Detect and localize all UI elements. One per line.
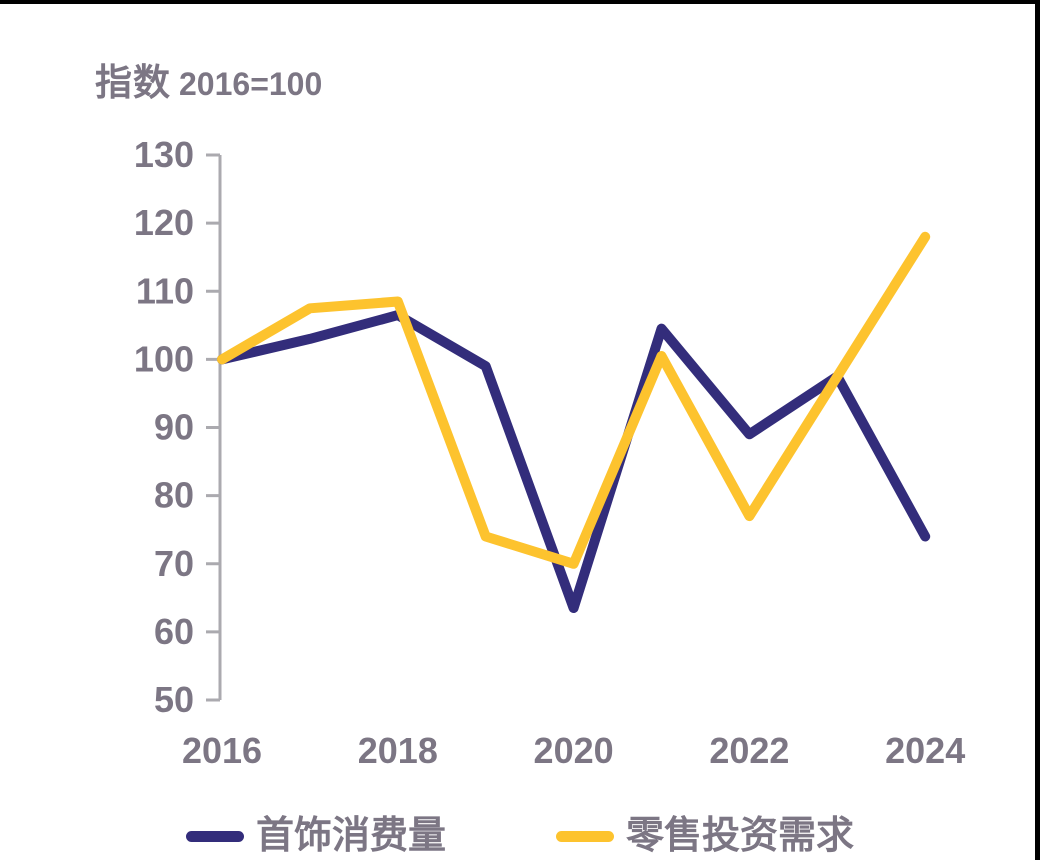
y-tick-label: 90 xyxy=(154,407,194,448)
legend-label-jewellery-consumption: 首饰消费量 xyxy=(255,815,446,857)
x-tick-label: 2018 xyxy=(358,730,438,771)
frame-right-border xyxy=(1035,0,1040,860)
y-tick-label: 50 xyxy=(154,679,194,720)
series-line-0 xyxy=(217,310,931,613)
chart-legend: 首饰消费量 零售投资需求 xyxy=(0,810,1040,862)
x-tick-label: 2022 xyxy=(709,730,789,771)
legend-swatch-retail-investment xyxy=(556,830,614,842)
legend-item-retail-investment: 零售投资需求 xyxy=(556,817,854,855)
y-tick-label: 80 xyxy=(154,475,194,516)
x-tick-label: 2016 xyxy=(182,730,262,771)
y-tick-label: 70 xyxy=(154,543,194,584)
y-tick-label: 110 xyxy=(136,270,194,311)
legend-item-jewellery-consumption: 首饰消费量 xyxy=(185,815,446,857)
x-tick-label: 2024 xyxy=(885,730,965,771)
series-line-1 xyxy=(217,231,931,569)
x-tick-label: 2020 xyxy=(534,730,614,771)
chart-title: 指数 2016=100 xyxy=(95,52,322,106)
y-tick-label: 130 xyxy=(134,134,194,175)
y-tick-label: 120 xyxy=(134,202,194,243)
chart-title-text: 指数 xyxy=(95,62,171,103)
legend-swatch-jewellery-consumption xyxy=(185,830,244,842)
y-tick-label: 100 xyxy=(134,338,194,379)
chart-title-subtitle: 2016=100 xyxy=(179,66,323,102)
legend-label-retail-investment: 零售投资需求 xyxy=(626,815,855,857)
frame-top-border xyxy=(0,0,1040,4)
y-tick-label: 60 xyxy=(154,611,194,652)
